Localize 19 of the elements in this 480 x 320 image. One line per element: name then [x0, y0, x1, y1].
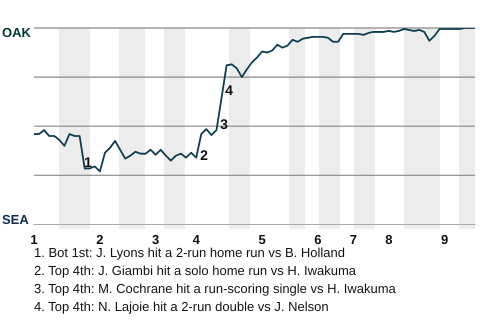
- annotation: 2: [199, 146, 209, 164]
- text: 3. Top 4th: M. Cochrane hit a run-scoring single vs H. Iwakuma: [34, 280, 396, 298]
- text: SEA: [2, 211, 29, 229]
- x-tick-label: 2: [96, 232, 104, 247]
- x-tick-label: 3: [152, 232, 160, 247]
- annotation: 3: [219, 115, 229, 133]
- x-tick-label: 6: [314, 232, 322, 247]
- x-tick-label: 9: [440, 232, 448, 247]
- x-tick-label: 5: [258, 232, 266, 247]
- text: 4. Top 4th: N. Lajoie hit a 2-run double vs J. Nelson: [34, 298, 330, 316]
- x-tick-label: 7: [350, 232, 357, 247]
- text: 2. Top 4th: J. Giambi hit a solo home run vs H. Iwakuma: [34, 262, 358, 280]
- x-tick-label: 8: [385, 232, 392, 247]
- x-tick-label: 1: [30, 232, 38, 247]
- annotation: 4: [224, 81, 234, 99]
- annotation: 1: [83, 153, 93, 171]
- text: 1. Bot 1st: J. Lyons hit a 2-run home run vs B. Holland: [34, 245, 345, 260]
- x-tick-label: 4: [192, 232, 201, 247]
- text: OAK: [2, 24, 31, 42]
